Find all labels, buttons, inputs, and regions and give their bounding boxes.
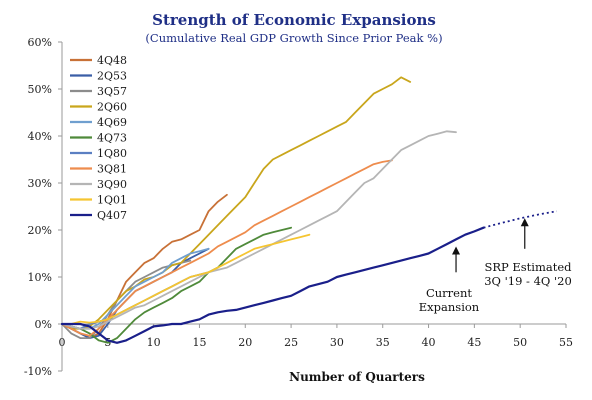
legend-label-4q69: 4Q69 (97, 116, 127, 129)
y-tick-label: 40% (28, 130, 52, 143)
y-axis-ticks: -10% 0% 10% 20% 30% 40% 50% 60% (24, 36, 62, 378)
x-tick-label: 25 (284, 336, 298, 349)
annotation-current-line: Expansion (419, 300, 480, 314)
current-arrow-head (452, 246, 461, 255)
y-tick-label: -10% (24, 365, 52, 378)
x-axis-label: Number of Quarters (289, 370, 425, 384)
x-tick-label: 45 (467, 336, 481, 349)
annotation-srp-line: 3Q '19 - 4Q '20 (484, 274, 572, 288)
x-tick-label: 20 (238, 336, 252, 349)
series-line-1q01 (61, 233, 311, 325)
legend-label-3q81: 3Q81 (97, 163, 127, 176)
legend-label-4q73: 4Q73 (97, 132, 127, 145)
x-tick-label: 50 (513, 336, 527, 349)
x-tick-label: 10 (147, 336, 161, 349)
series-line-4q73 (61, 226, 293, 344)
y-tick-label: 10% (28, 271, 52, 284)
x-tick-label: 55 (559, 336, 573, 349)
series-lines (60, 76, 557, 344)
legend-label-1q01: 1Q01 (97, 194, 127, 207)
y-tick-label: 60% (28, 36, 52, 49)
projection-line (483, 210, 557, 229)
legend-label-q407: Q407 (97, 209, 127, 222)
series-line-3q81 (61, 159, 393, 337)
series-line-3q90 (61, 130, 457, 330)
srp-arrow-head (520, 218, 529, 227)
y-tick-label: 20% (28, 224, 52, 237)
legend: 4Q48 2Q53 3Q57 2Q60 4Q69 4Q73 1Q80 3Q81 3Q90 1Q01… (70, 54, 127, 222)
chart-title: Strength of Economic Expansions (152, 11, 436, 29)
annotation-srp-line: SRP Estimated (484, 260, 572, 274)
legend-label-3q90: 3Q90 (97, 178, 127, 191)
x-tick-label: 30 (330, 336, 344, 349)
legend-label-3q57: 3Q57 (97, 85, 127, 98)
y-tick-label: 0% (35, 318, 52, 331)
legend-label-4q48: 4Q48 (97, 54, 127, 67)
legend-label-2q60: 2Q60 (97, 101, 127, 114)
x-tick-label: 35 (376, 336, 390, 349)
y-tick-label: 30% (28, 177, 52, 190)
annotation-current-line: Current (426, 286, 472, 300)
x-tick-label: 15 (192, 336, 206, 349)
legend-label-2q53: 2Q53 (97, 70, 127, 83)
chart-axes (61, 42, 566, 371)
x-tick-label: 0 (59, 336, 66, 349)
series-line-2q60 (61, 76, 412, 330)
x-tick-label: 40 (422, 336, 436, 349)
legend-label-1q80: 1Q80 (97, 147, 127, 160)
chart-subtitle: (Cumulative Real GDP Growth Since Prior … (145, 31, 442, 45)
series-line-4q48 (61, 193, 228, 340)
y-tick-label: 50% (28, 83, 52, 96)
series-line-q407 (60, 226, 485, 344)
